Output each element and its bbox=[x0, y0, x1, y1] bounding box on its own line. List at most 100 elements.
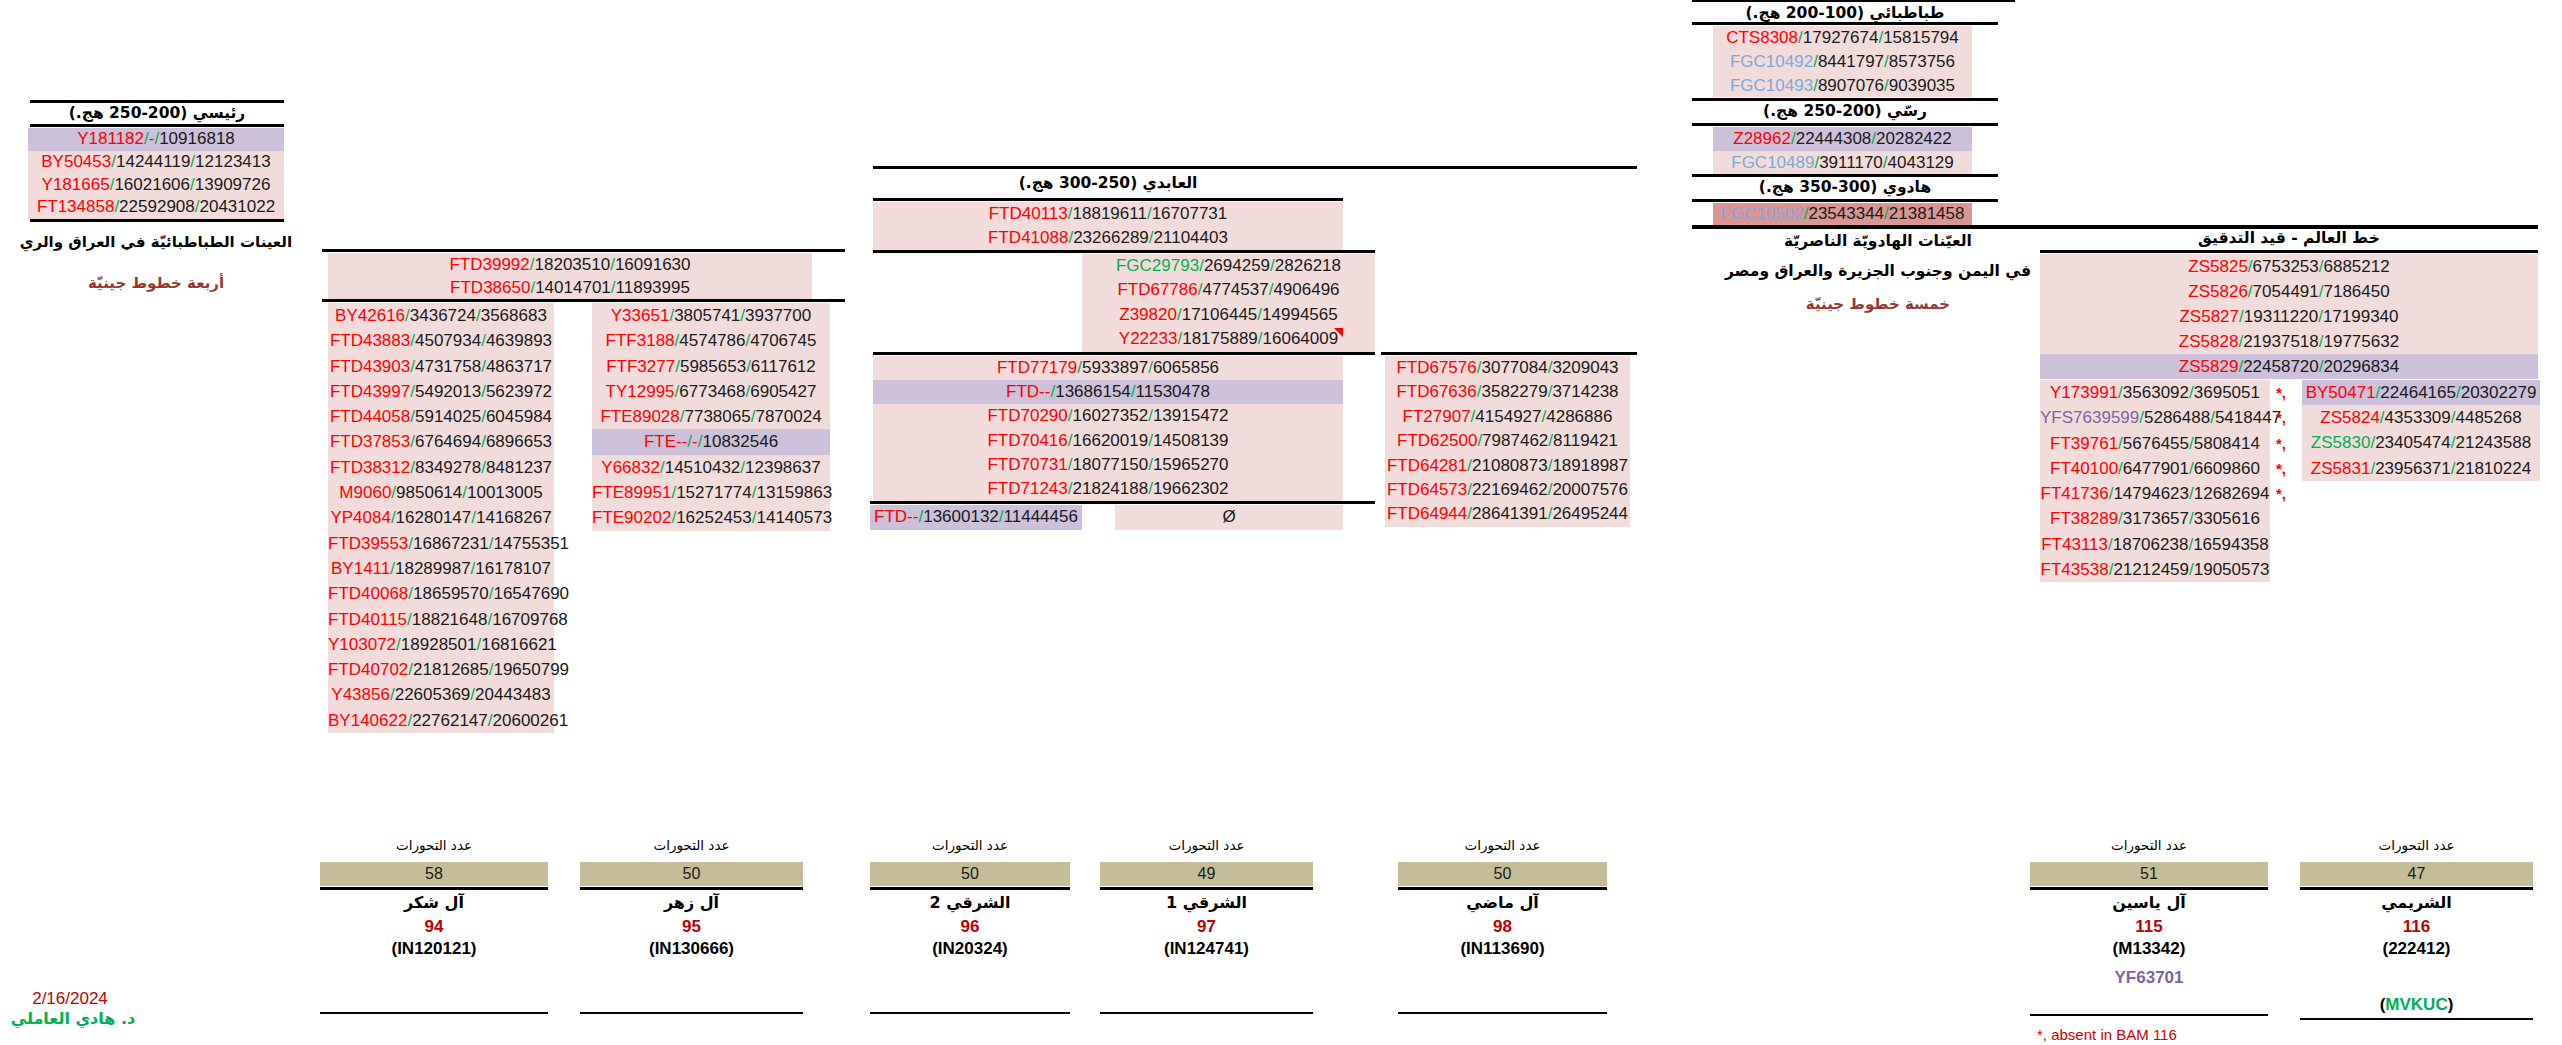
snp-row: ZS5827/19311220/17199340 bbox=[2040, 304, 2538, 329]
rule bbox=[320, 1012, 548, 1014]
note-right-2: في اليمن وجنوب الجزيرة والعراق ومصر bbox=[1678, 262, 2078, 280]
value: 3695051 bbox=[2194, 383, 2260, 402]
value: 20296834 bbox=[2324, 357, 2400, 376]
snp-row: Y181182/-/10916818 bbox=[28, 128, 284, 151]
rule bbox=[873, 166, 1637, 169]
mutations-label: عدد التحورات bbox=[580, 837, 803, 853]
snp-row: FTD--/13686154/11530478 bbox=[873, 380, 1343, 404]
value: TY12995 bbox=[606, 382, 675, 401]
value: 6753253 bbox=[2253, 257, 2319, 276]
value: 11893995 bbox=[616, 278, 690, 297]
group-world: ZS5825/6753253/6885212ZS5826/7054491/718… bbox=[2040, 254, 2538, 379]
value: 6773468 bbox=[679, 382, 745, 401]
value: 3077084 bbox=[1481, 358, 1547, 377]
family-name: الشريمي bbox=[2300, 893, 2533, 912]
snp-row: Z39820/17106445/14994565 bbox=[1082, 303, 1375, 327]
value: 16867231 bbox=[413, 534, 489, 553]
value: FTF3277 bbox=[606, 357, 675, 376]
value: 18289987 bbox=[395, 559, 471, 578]
summary-col-5: عدد التحورات50آل ماضي98(IN113690) bbox=[1398, 836, 1607, 1045]
snp-row: BY42616/3436724/3568683 bbox=[328, 303, 554, 328]
snp-row: ZS5830/23405474/21243588 bbox=[2302, 430, 2540, 455]
value: Y173991 bbox=[2050, 383, 2118, 402]
footnote: *, absent in BAM 116 bbox=[2037, 1026, 2177, 1043]
snp-row: FTD64281/21080873/18918987 bbox=[1385, 454, 1630, 478]
value: 21824188 bbox=[1073, 479, 1149, 498]
rule bbox=[2040, 250, 2538, 253]
value: BY42616 bbox=[335, 306, 405, 325]
family-name: الشرقي 2 bbox=[870, 893, 1070, 912]
snp-row: M9060/9850614/10013005 bbox=[328, 480, 554, 505]
snp-row: FTD38312/8349278/8481237 bbox=[328, 455, 554, 480]
snp-row: Y173991/3563092/3695051 bbox=[2040, 380, 2270, 405]
rule bbox=[2030, 887, 2268, 890]
snp-row: Y22233/18175889/16064009 bbox=[1082, 327, 1375, 351]
value: 14510432 bbox=[665, 458, 741, 477]
mutations-label: عدد التحورات bbox=[2030, 837, 2268, 853]
header-tabatabai: طباطبائي (100-200 هج.) bbox=[1692, 3, 1998, 23]
value: 20302279 bbox=[2461, 383, 2537, 402]
value: 8573756 bbox=[1889, 52, 1955, 71]
snp-row: Ø bbox=[1115, 505, 1343, 530]
snp-row: FTD64573/22169462/20007576 bbox=[1385, 478, 1630, 502]
value: 16707731 bbox=[1152, 204, 1228, 223]
value: 9039035 bbox=[1889, 76, 1955, 95]
value: 13915472 bbox=[1153, 406, 1229, 425]
value: FTD71243 bbox=[987, 479, 1067, 498]
rule bbox=[1692, 123, 1998, 126]
snp-row: ZS5824/4353309/4485268 bbox=[2302, 405, 2540, 430]
group-abidi: FTD40113/18819611/16707731FTD41088/23266… bbox=[873, 202, 1343, 250]
value: FTD43997 bbox=[330, 382, 410, 401]
value: 2826218 bbox=[1275, 256, 1341, 275]
value: 3911170 bbox=[1819, 153, 1883, 172]
value: 22464165 bbox=[2380, 383, 2456, 402]
value: 13909726 bbox=[195, 175, 271, 194]
value: 18077150 bbox=[1073, 455, 1149, 474]
value: 6905427 bbox=[750, 382, 816, 401]
value: YFS7639599 bbox=[2040, 408, 2139, 427]
value: 16027352 bbox=[1073, 406, 1149, 425]
value: 22605369 bbox=[395, 685, 471, 704]
value: 14244119 bbox=[116, 152, 190, 171]
snp-row: FTD40702/21812685/19650799 bbox=[328, 657, 554, 682]
summary-col-1: عدد التحورات58آل شكر94(IN120121) bbox=[320, 836, 548, 1045]
value: 12123413 bbox=[195, 152, 271, 171]
snp-row: FT41736/14794623/12682694 bbox=[2040, 481, 2270, 506]
snp-row: ZS5831/23956371/21810224 bbox=[2302, 456, 2540, 481]
value: 4485268 bbox=[2456, 408, 2522, 427]
group-world-right: BY50471/22464165/20302279ZS5824/4353309/… bbox=[2302, 380, 2540, 481]
value: 3209043 bbox=[1552, 358, 1618, 377]
snp-row: FGC10493/8907076/9039035 bbox=[1713, 74, 1972, 98]
value: FT39761 bbox=[2050, 434, 2118, 453]
sample-number: 94 bbox=[320, 917, 548, 937]
value: FTF3188 bbox=[606, 331, 675, 350]
value: 19650799 bbox=[493, 660, 569, 679]
value: 5933897 bbox=[1082, 358, 1148, 377]
value: Y22233 bbox=[1119, 329, 1178, 348]
group-col34: FTD77179/5933897/6065856FTD--/13686154/1… bbox=[873, 356, 1343, 501]
value: 6045984 bbox=[486, 407, 552, 426]
mutations-label: عدد التحورات bbox=[320, 837, 548, 853]
value: FTE89951 bbox=[592, 483, 671, 502]
snp-row: FTE90202/16252453/14140573 bbox=[592, 505, 830, 530]
value: BY50453 bbox=[41, 152, 111, 171]
snp-row: YFS7639599/5286488/5418447 bbox=[2040, 405, 2270, 430]
value: 21104403 bbox=[1154, 228, 1228, 247]
snp-row: FTD--/13600132/11444456 bbox=[870, 505, 1082, 530]
value: FTE89028 bbox=[600, 407, 679, 426]
note-left-2: أربعة خطوط جينيّة bbox=[0, 274, 312, 292]
group-world-left: Y173991/3563092/3695051YFS7639599/528648… bbox=[2040, 380, 2270, 582]
value: 13159863 bbox=[757, 483, 833, 502]
value: ZS5825 bbox=[2188, 257, 2248, 276]
snp-row: BY50453/14244119/12123413 bbox=[28, 151, 284, 174]
snp-row: BY1411/18289987/16178107 bbox=[328, 556, 554, 581]
value: 7987462 bbox=[1482, 431, 1548, 450]
rule bbox=[1398, 887, 1607, 890]
value: 3173657 bbox=[2123, 509, 2189, 528]
value: FTD40115 bbox=[328, 610, 407, 629]
value: 16091630 bbox=[615, 255, 691, 274]
group-col2: Y33651/3805741/3937700FTF3188/4574786/47… bbox=[592, 303, 830, 531]
value: 3436724 bbox=[410, 306, 476, 325]
value: 20600261 bbox=[493, 711, 569, 730]
value: 14168267 bbox=[476, 508, 552, 527]
